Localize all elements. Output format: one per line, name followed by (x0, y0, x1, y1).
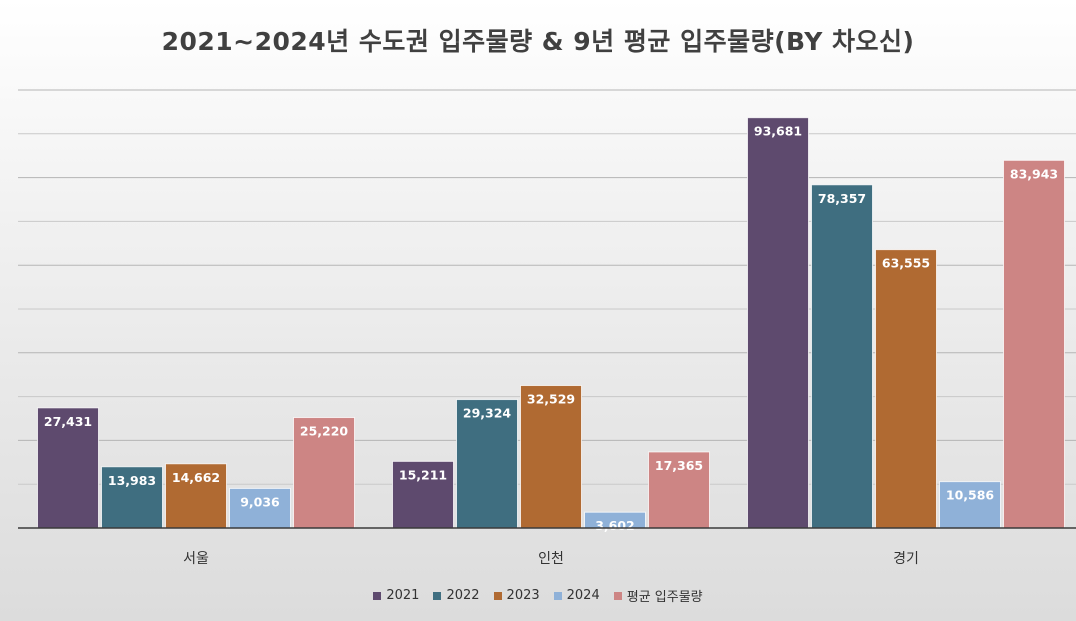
data-label: 9,036 (240, 494, 280, 509)
data-label: 27,431 (44, 414, 92, 429)
category-label: 경기 (893, 551, 919, 567)
legend-item: 2022 (433, 586, 480, 605)
legend-label: 2024 (566, 588, 600, 603)
bar (875, 249, 937, 529)
chart-title: 2021~2024년 수도권 입주물량 & 9년 평균 입주물량(BY 차오신) (161, 27, 915, 56)
bar (37, 407, 99, 529)
data-label: 15,211 (399, 467, 447, 482)
category-label: 인천 (538, 551, 564, 567)
bar (648, 451, 710, 529)
data-label: 3,602 (595, 518, 635, 533)
legend-swatch (373, 591, 382, 600)
legend-label: 2021 (386, 588, 420, 603)
chart-legend: 2021 2022 2023 2024 평균 입주물량 (0, 586, 1076, 605)
bar (939, 481, 1001, 529)
data-label: 13,983 (108, 473, 156, 488)
data-label: 93,681 (754, 124, 802, 139)
bar (747, 117, 809, 529)
bar (1003, 159, 1065, 529)
data-label: 32,529 (527, 392, 575, 407)
data-label: 83,943 (1010, 166, 1058, 181)
bar (520, 385, 582, 529)
data-label: 14,662 (172, 470, 220, 485)
legend-swatch (553, 591, 562, 600)
category-label: 서울 (183, 551, 209, 567)
legend-swatch (613, 591, 622, 600)
data-label: 29,324 (463, 406, 512, 421)
legend-item: 평균 입주물량 (613, 586, 703, 605)
bar (811, 184, 873, 529)
data-label: 25,220 (300, 424, 349, 439)
legend-label: 2022 (446, 588, 480, 603)
data-label: 17,365 (655, 458, 703, 473)
legend-item: 2023 (493, 586, 540, 605)
data-label: 10,586 (946, 488, 995, 503)
legend-item: 2024 (553, 586, 600, 605)
legend-swatch (433, 591, 442, 600)
legend-item: 2021 (373, 586, 419, 605)
data-label: 78,357 (818, 191, 866, 206)
legend-label: 2023 (506, 588, 540, 603)
bar (165, 463, 227, 529)
bar (101, 466, 163, 529)
legend-swatch (493, 591, 502, 600)
data-label: 63,555 (882, 256, 930, 271)
legend-label: 평균 입주물량 (626, 590, 703, 605)
